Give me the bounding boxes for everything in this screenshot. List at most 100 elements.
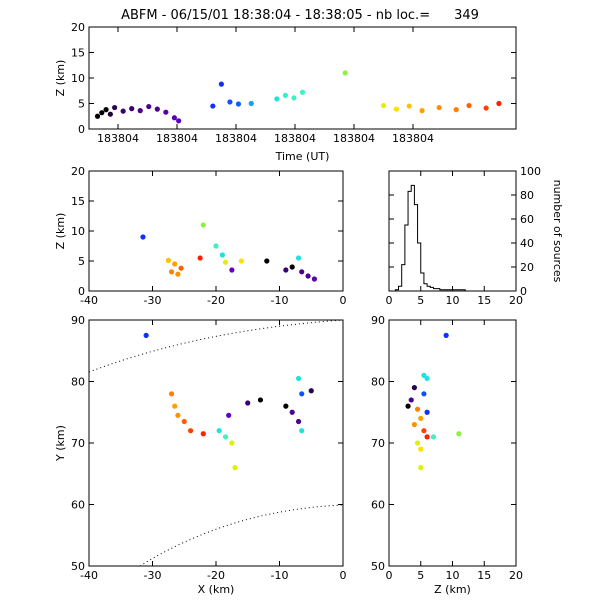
histogram-xtick-label: 15 (477, 294, 491, 307)
plan-view-point (295, 375, 302, 382)
time-height-point (218, 81, 224, 87)
x-height-point (168, 269, 175, 275)
z-plan-xtick-label: 15 (477, 569, 491, 582)
histogram-xtick-label: 5 (417, 294, 424, 307)
time-height-xtick-label: 183804 (215, 132, 257, 145)
histogram-outline (389, 184, 516, 292)
x-height-point (213, 243, 219, 249)
plan-view-xtick-label: -30 (144, 569, 162, 582)
time-height-point (99, 110, 105, 116)
time-height-point (248, 100, 254, 107)
x-height-point (175, 271, 181, 277)
plan-view-point (226, 412, 232, 418)
time-height-point (94, 113, 101, 119)
time-height-point (299, 89, 306, 95)
x-height-ytick-label: 10 (71, 225, 85, 238)
plan-view-point (295, 418, 302, 425)
z-plan-point (418, 465, 424, 471)
x-height-point (197, 255, 203, 261)
z-plan-ytick-label: 90 (371, 314, 385, 327)
time-height-point (103, 107, 109, 113)
nb-loc-value: 349 (454, 8, 479, 23)
time-height-point (210, 103, 216, 109)
time-height-point (453, 107, 459, 113)
time-height-point (274, 96, 280, 102)
plan-view-xtick-label: -20 (207, 569, 225, 582)
plan-view-ytick-label: 70 (71, 437, 85, 450)
time-height-point (129, 106, 135, 112)
z-plan-frame (388, 319, 517, 567)
time-height-ytick-label: 15 (71, 47, 85, 60)
time-height-ytick-label: 20 (71, 21, 85, 34)
plan-view-point (168, 391, 175, 397)
plan-view-point (200, 431, 206, 437)
x-height-point (200, 222, 206, 228)
z-plan-point (421, 428, 427, 434)
x-height-xtick-label: -40 (80, 294, 98, 307)
time-height-point (154, 106, 160, 112)
x-height-point (222, 259, 229, 265)
z-plan-point (421, 372, 427, 378)
plan-view-ylabel: Y (km) (54, 425, 67, 462)
histogram-ytick-label: 60 (520, 213, 534, 226)
plan-view-ytick-label: 50 (71, 560, 85, 573)
time-height-xtick-label: 183804 (97, 132, 139, 145)
time-height-point (436, 104, 442, 111)
time-height-xlabel: Time (UT) (275, 150, 330, 163)
time-height-point (419, 108, 425, 114)
range-ring-upper (88, 319, 344, 373)
plan-view-xtick-label: -40 (80, 569, 98, 582)
plan-view-point (299, 428, 305, 434)
z-plan-ytick-label: 80 (371, 376, 385, 389)
time-height-ytick-label: 10 (71, 72, 85, 85)
z-plan-ytick-label: 60 (371, 499, 385, 512)
histogram-ytick-label: 0 (520, 285, 527, 298)
time-height-point (112, 104, 118, 111)
time-height-point (176, 118, 182, 124)
time-height-point (120, 108, 126, 114)
time-height-point (291, 95, 297, 101)
time-height-point (342, 70, 348, 76)
x-height-point (289, 264, 295, 270)
time-height-point (466, 102, 472, 109)
plan-view-ytick-label: 80 (71, 376, 85, 389)
time-height-point (146, 103, 152, 110)
x-height-point (172, 261, 178, 267)
x-height-xtick-label: -30 (144, 294, 162, 307)
plan-view-point (283, 403, 289, 409)
plan-view-point (232, 465, 238, 471)
time-height-point (235, 101, 242, 107)
x-height-point (311, 276, 318, 282)
plan-view-point (257, 397, 264, 403)
z-plan-point (411, 385, 417, 391)
z-plan-point (418, 415, 424, 421)
x-height-point (283, 267, 289, 273)
z-plan-point (408, 397, 414, 403)
time-height-point (107, 111, 113, 117)
plan-view-point (143, 332, 149, 338)
histogram-frame (388, 170, 517, 292)
histogram-xtick-label: 10 (446, 294, 460, 307)
x-height-point (264, 258, 270, 264)
histogram-xtick-label: 20 (509, 294, 523, 307)
time-height-point (171, 115, 177, 121)
plan-view-point (175, 412, 181, 418)
x-height-ytick-label: 5 (78, 255, 85, 268)
z-plan-ytick-label: 70 (371, 437, 385, 450)
x-height-xtick-label: -20 (207, 294, 225, 307)
plan-view-point (245, 400, 251, 406)
plan-view-point (188, 428, 194, 434)
x-height-xtick-label: 0 (340, 294, 347, 307)
z-plan-point (456, 431, 462, 437)
z-plan-ytick-label: 50 (371, 560, 385, 573)
time-height-point (393, 106, 400, 112)
time-height-ylabel: Z (km) (54, 60, 67, 97)
plan-view-point (181, 418, 187, 425)
time-height-ytick-label: 5 (78, 98, 85, 111)
chart-title: ABFM - 06/15/01 18:38:04 - 18:38:05 - nb… (121, 8, 479, 23)
plan-view-point (222, 434, 229, 440)
time-height-xtick-label: 183804 (333, 132, 375, 145)
z-plan-point (405, 403, 411, 409)
z-plan-point (414, 406, 421, 412)
